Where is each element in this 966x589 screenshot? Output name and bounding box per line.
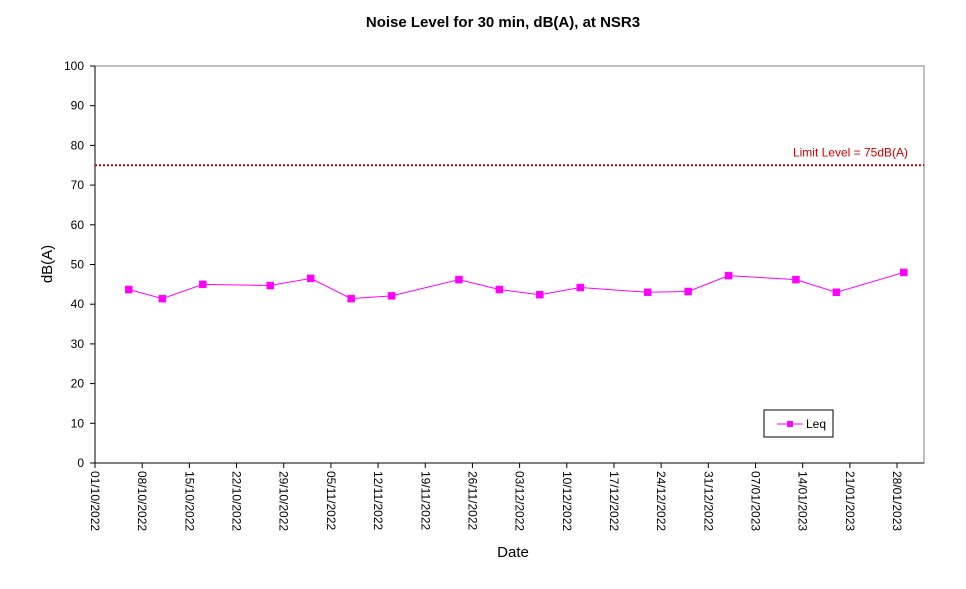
x-tick-label: 31/12/2022 <box>701 471 715 531</box>
y-tick-label: 70 <box>71 178 85 192</box>
x-tick-label: 15/10/2022 <box>182 471 196 531</box>
data-point-leq <box>576 283 585 292</box>
data-point-leq <box>347 294 355 303</box>
y-tick-label: 100 <box>64 59 84 73</box>
x-tick-label: 01/10/2022 <box>88 471 102 531</box>
x-tick-label: 14/01/2023 <box>796 471 810 531</box>
x-tick-label: 22/10/2022 <box>230 471 244 531</box>
x-axis-ticks: 01/10/2022 08/10/2022 15/10/2022 22/10/2022… <box>88 463 904 531</box>
y-tick-label: 50 <box>71 258 85 272</box>
legend-marker-swatch <box>787 421 793 427</box>
y-tick-label: 10 <box>71 416 85 430</box>
data-point-leq <box>900 268 908 277</box>
x-tick-label: 12/11/2022 <box>371 471 385 530</box>
y-tick-label: 90 <box>71 99 85 113</box>
x-tick-label: 05/11/2022 <box>324 471 338 530</box>
data-point-leq <box>643 288 652 297</box>
series-leq <box>124 268 908 303</box>
chart-title: Noise Level for 30 min, dB(A), at NSR3 <box>366 14 640 31</box>
y-tick-label: 40 <box>71 297 85 311</box>
limit-level-label: Limit Level = 75dB(A) <box>793 145 908 159</box>
limit-level-group: Limit Level = 75dB(A) <box>95 145 924 167</box>
x-tick-label: 28/01/2023 <box>890 471 904 531</box>
y-tick-label: 20 <box>71 377 85 391</box>
data-point-leq <box>724 271 733 280</box>
data-point-leq <box>684 287 692 296</box>
x-tick-label: 29/10/2022 <box>277 471 291 531</box>
data-point-leq <box>124 285 133 294</box>
data-point-leq <box>792 275 800 284</box>
data-point-leq <box>199 280 207 289</box>
x-axis-label: Date <box>497 544 529 561</box>
x-tick-label: 07/01/2023 <box>749 471 763 531</box>
y-tick-label: 80 <box>71 138 85 152</box>
y-tick-label: 60 <box>71 218 85 232</box>
data-point-leq <box>495 285 504 294</box>
data-point-leq <box>455 275 463 284</box>
y-axis-label: dB(A) <box>39 245 56 283</box>
data-point-leq <box>387 292 396 300</box>
data-point-leq <box>536 290 544 299</box>
legend-label-leq: Leq <box>806 417 826 431</box>
data-point-leq <box>832 288 841 297</box>
data-point-leq <box>266 281 274 290</box>
x-tick-label: 19/11/2022 <box>418 471 432 530</box>
x-tick-label: 24/12/2022 <box>654 471 668 531</box>
x-tick-label: 17/12/2022 <box>607 471 621 531</box>
x-tick-label: 03/12/2022 <box>513 471 527 531</box>
x-tick-label: 21/01/2023 <box>843 471 857 531</box>
x-tick-label: 08/10/2022 <box>135 471 149 531</box>
x-tick-label: 26/11/2022 <box>465 471 479 530</box>
series-line-leq <box>128 271 904 300</box>
legend: Leq <box>763 409 834 438</box>
data-point-leq <box>158 294 167 303</box>
y-tick-label: 0 <box>77 456 84 470</box>
y-tick-label: 30 <box>71 337 85 351</box>
y-axis-ticks: 0 10 20 30 40 50 60 70 80 90 100 <box>64 59 95 470</box>
x-tick-label: 10/12/2022 <box>560 471 574 531</box>
plot-area <box>94 65 925 464</box>
data-point-leq <box>306 274 315 283</box>
